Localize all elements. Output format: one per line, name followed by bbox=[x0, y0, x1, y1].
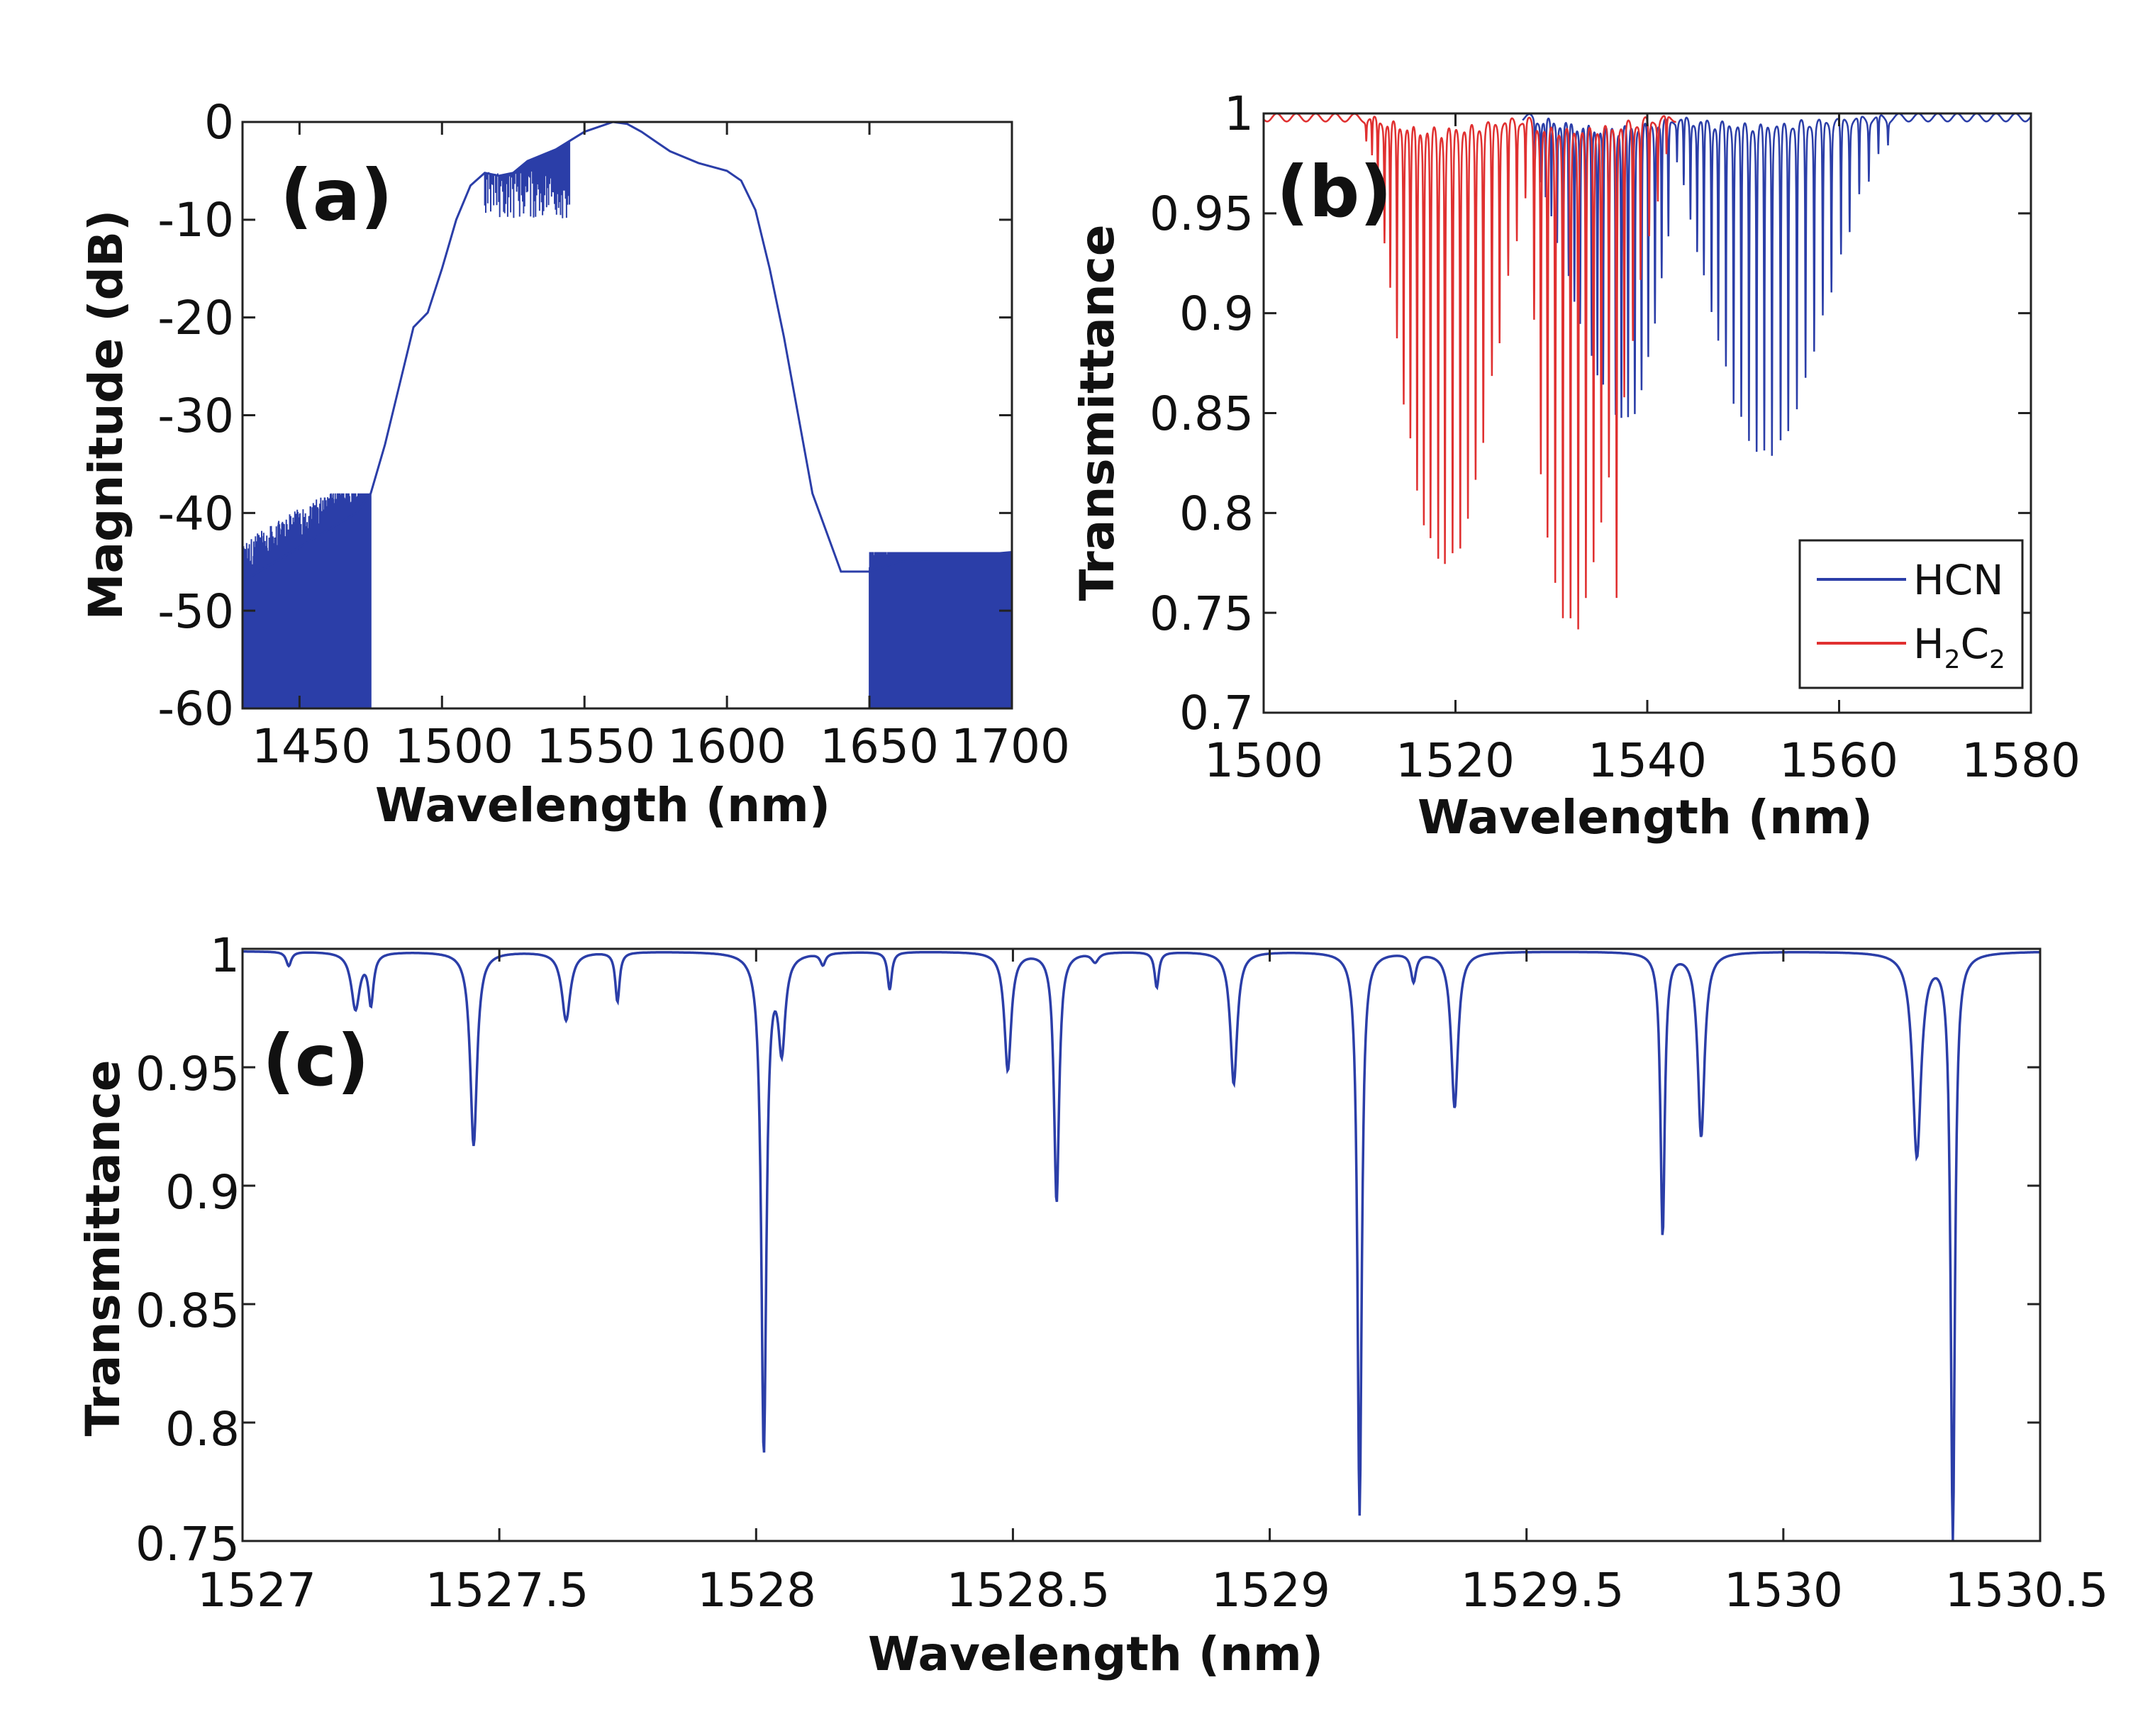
panel-c-y-axis-label: Transmittance bbox=[76, 1059, 130, 1436]
panel-c-y-tick-label: 1 bbox=[210, 928, 240, 983]
panel-c-y-tick-label: 0.9 bbox=[165, 1165, 240, 1220]
panel-a-label: (a) bbox=[280, 154, 393, 237]
panel-a-x-tick-labels: 1450 1500 1550 1600 1650 1700 bbox=[252, 719, 1070, 774]
panel-a-x-tick-label: 1450 bbox=[252, 719, 371, 774]
panel-b-y-tick-label: 0.85 bbox=[1149, 386, 1254, 441]
legend-hcn-label: HCN bbox=[1913, 556, 2004, 604]
panel-c-plot-area bbox=[241, 947, 2042, 1542]
legend-box bbox=[1798, 539, 2024, 689]
panel-b-legend: HCN H2C2 bbox=[1798, 539, 2024, 689]
panel-a-y-axis-label: Magnitude (dB) bbox=[79, 210, 133, 620]
panel-c-series-line bbox=[243, 950, 2040, 1541]
panel-a-x-tick-label: 1600 bbox=[667, 719, 786, 774]
panel-c-label: (c) bbox=[262, 1019, 369, 1102]
panel-b-series-hcn bbox=[1522, 112, 2032, 456]
panel-c-x-tick-label: 1530.5 bbox=[1945, 1563, 2109, 1618]
panel-b-x-tick-label: 1520 bbox=[1396, 733, 1515, 788]
panel-b-y-axis-label: Transmittance bbox=[1070, 224, 1125, 601]
panel-b-y-tick-label: 0.7 bbox=[1179, 686, 1254, 740]
legend-h2c2-label: H2C2 bbox=[1913, 620, 2005, 674]
panel-b-y-tick-label: 1 bbox=[1224, 87, 1254, 141]
panel-b-y-tick-labels: 1 0.95 0.9 0.85 0.8 0.75 0.7 bbox=[1149, 87, 1254, 740]
panel-a-x-tick-label: 1650 bbox=[820, 719, 939, 774]
panel-a-y-tick-label: -10 bbox=[157, 193, 234, 247]
panel-b-x-axis-label: Wavelength (nm) bbox=[1418, 790, 1873, 845]
panel-a-y-tick-labels: 0 -10 -20 -30 -40 -50 -60 bbox=[157, 95, 234, 736]
panel-c-y-tick-labels: 1 0.95 0.9 0.85 0.8 0.75 bbox=[135, 928, 240, 1571]
panel-c-y-tick-label: 0.85 bbox=[135, 1284, 240, 1338]
panel-a-x-tick-label: 1700 bbox=[951, 719, 1070, 774]
panel-a-y-tick-label: 0 bbox=[204, 95, 234, 150]
panel-b-x-tick-labels: 1500 1520 1540 1560 1580 bbox=[1204, 733, 2081, 788]
panel-b-x-tick-label: 1580 bbox=[1961, 733, 2081, 788]
panel-b-x-tick-label: 1540 bbox=[1588, 733, 1707, 788]
panel-c-x-tick-labels: 1527 1527.5 1528 1528.5 1529 1529.5 1530… bbox=[197, 1563, 2108, 1618]
panel-a-axes-frame bbox=[241, 121, 1013, 710]
panel-a-noise-band bbox=[869, 552, 1013, 708]
panel-b-y-tick-label: 0.9 bbox=[1179, 286, 1254, 341]
panel-c-x-tick-label: 1529.5 bbox=[1461, 1563, 1625, 1618]
panel-c-x-tick-label: 1529 bbox=[1211, 1563, 1330, 1618]
panel-a-y-tick-label: -40 bbox=[157, 486, 234, 541]
panel-c-x-tick-label: 1527 bbox=[197, 1563, 316, 1618]
panel-b-label: (b) bbox=[1276, 150, 1392, 233]
panel-a: (a) 1450 1500 1550 1600 1650 1700 0 -10 … bbox=[79, 95, 1070, 833]
panel-c-x-tick-label: 1527.5 bbox=[425, 1563, 589, 1618]
panel-b-y-tick-label: 0.8 bbox=[1179, 486, 1254, 541]
panel-a-x-axis-label: Wavelength (nm) bbox=[375, 778, 830, 833]
panel-b: (b) 1500 1520 1540 1560 1580 1 0.95 0.9 … bbox=[1070, 87, 2081, 845]
panel-b-x-tick-label: 1500 bbox=[1204, 733, 1323, 788]
panel-a-noise-band bbox=[242, 493, 372, 708]
panel-c-x-axis-label: Wavelength (nm) bbox=[868, 1627, 1323, 1681]
panel-a-y-tick-label: -60 bbox=[157, 681, 234, 736]
panel-b-series-h2c2 bbox=[1263, 112, 1676, 630]
panel-c: (c) 1527 1527.5 1528 1528.5 1529 1529.5 … bbox=[76, 928, 2108, 1681]
panel-c-y-tick-label: 0.75 bbox=[135, 1517, 240, 1571]
panel-a-y-tick-label: -30 bbox=[157, 389, 234, 443]
panel-c-x-tick-label: 1528.5 bbox=[947, 1563, 1110, 1618]
panel-c-x-tick-label: 1530 bbox=[1724, 1563, 1843, 1618]
panel-a-absorption-lines bbox=[484, 140, 571, 218]
panel-c-x-tick-label: 1528 bbox=[697, 1563, 816, 1618]
panel-b-x-tick-label: 1560 bbox=[1779, 733, 1898, 788]
panel-a-y-tick-label: -20 bbox=[157, 291, 234, 345]
panel-a-y-tick-label: -50 bbox=[157, 584, 234, 639]
panel-b-y-tick-label: 0.95 bbox=[1149, 187, 1254, 241]
panel-a-x-tick-label: 1500 bbox=[394, 719, 513, 774]
panel-c-y-tick-label: 0.8 bbox=[165, 1402, 240, 1457]
panel-b-y-tick-label: 0.75 bbox=[1149, 586, 1254, 641]
panel-b-axes-frame bbox=[1262, 112, 2032, 714]
panel-a-x-tick-label: 1550 bbox=[536, 719, 655, 774]
panel-c-axes-frame bbox=[241, 947, 2042, 1542]
panel-c-y-tick-label: 0.95 bbox=[135, 1047, 240, 1101]
